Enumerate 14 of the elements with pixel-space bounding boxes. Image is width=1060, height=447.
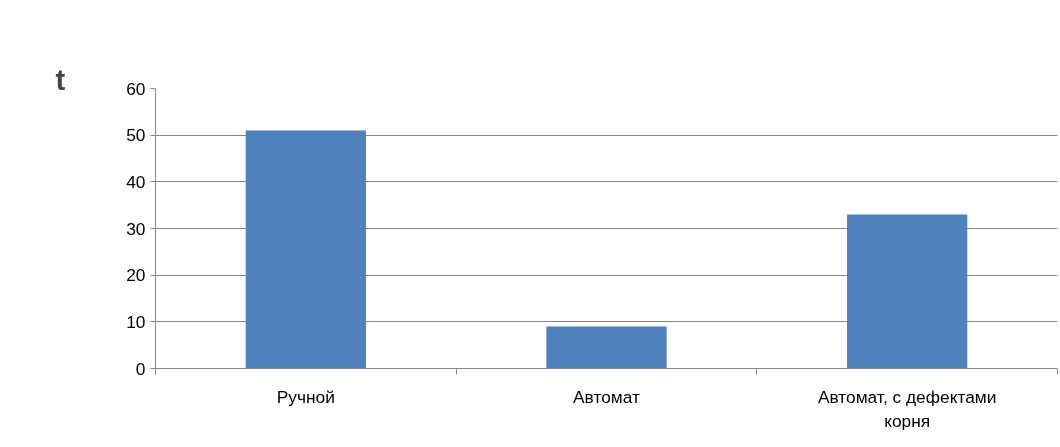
y-tick-label: 0 (135, 358, 146, 379)
x-tick-label: Ручной (276, 386, 335, 407)
y-tick-label: 10 (126, 311, 146, 332)
x-tick-label: Автомат (573, 386, 640, 407)
bar (546, 326, 667, 369)
bar (847, 214, 968, 369)
y-tick-label: 20 (126, 265, 146, 286)
y-tick-label: 50 (126, 125, 146, 146)
y-axis-title: t (55, 62, 66, 96)
y-tick-label: 60 (126, 78, 146, 99)
x-tick-label: Автомат, с дефектами корня (817, 386, 997, 431)
bar (245, 130, 366, 369)
y-tick-label: 30 (126, 218, 146, 239)
y-tick-label: 40 (126, 171, 146, 192)
